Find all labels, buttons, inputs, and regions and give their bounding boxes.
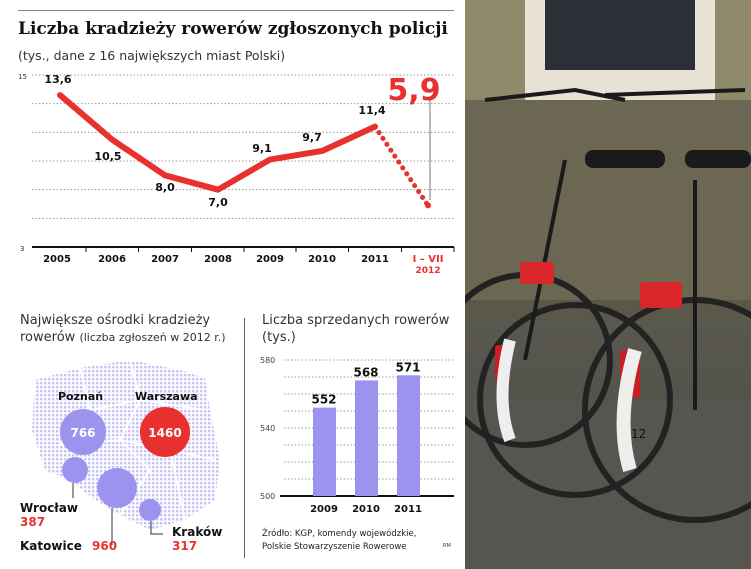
x-tick-label: 2010 (308, 254, 336, 265)
leader-line (150, 521, 163, 535)
data-point (164, 174, 166, 177)
bar-value-label: 552 (311, 393, 336, 407)
x-tick-label: 2010 (352, 504, 380, 515)
bubble-warszawa (140, 407, 190, 457)
data-point (374, 125, 376, 128)
y-tick-label: 580 (260, 356, 275, 365)
bubble-wrocław (62, 457, 88, 483)
data-label: 9,1 (252, 142, 272, 155)
data-label: 8,0 (155, 181, 175, 194)
infographic: Liczba kradzieży rowerów zgłoszonych pol… (18, 10, 455, 558)
x-tick-label: 2007 (151, 254, 179, 265)
data-point (59, 94, 61, 97)
y-tick-label: 15 (18, 73, 27, 81)
data-point (217, 188, 219, 191)
region-border (89, 398, 206, 411)
bubble-value: 1460 (148, 426, 181, 440)
y-tick-label: 3 (20, 245, 24, 253)
data-label: 10,5 (94, 150, 121, 163)
city-value: 317 (172, 539, 197, 553)
bar-value-label: 568 (353, 365, 378, 379)
series-line-dotted (372, 124, 431, 208)
data-point (425, 202, 431, 209)
data-label: 13,6 (44, 73, 71, 86)
city-label: Kraków (172, 525, 222, 539)
series-line (57, 92, 378, 193)
bubble-kraków (139, 499, 161, 521)
data-label: 7,0 (208, 196, 228, 209)
source-note: Źródło: KGP, komendy wojewódzkie, Polskie… (262, 529, 417, 552)
data-point (111, 138, 113, 141)
bike-number-tag: 12 (631, 427, 646, 441)
bubble-poznań (60, 409, 106, 455)
city-label: Katowice (20, 539, 82, 553)
line-chart-subtitle: (tys., dane z 16 największych miast Pols… (18, 48, 286, 63)
bubble-value: 766 (70, 426, 95, 440)
data-label-highlight: 5,9 (387, 73, 440, 108)
city-label: Wrocław (20, 501, 78, 515)
x-tick-label: 2005 (43, 254, 71, 265)
data-label: 11,4 (358, 104, 385, 117)
x-tick-label: 2006 (98, 254, 126, 265)
x-tick-label: 2009 (256, 254, 284, 265)
bubble-katowice (97, 468, 137, 508)
line-chart-title: Liczba kradzieży rowerów zgłoszonych pol… (18, 19, 448, 39)
top-rule (18, 10, 454, 11)
x-tick-label: 2011 (361, 254, 389, 265)
x-tick-label: 2011 (394, 504, 422, 515)
city-value: 387 (20, 515, 45, 529)
x-tick-label: 2009 (310, 504, 338, 515)
bar-chart-title: Liczba sprzedanych rowerów (tys.) (262, 313, 450, 345)
map-title: Największe ośrodki kradzieży rowerów (li… (20, 313, 226, 345)
region-border (169, 449, 186, 521)
bicycles-photo: 12 (465, 0, 751, 569)
data-point (321, 149, 323, 152)
bar-2009 (313, 407, 336, 496)
bar-2010 (355, 380, 378, 496)
x-tick-label: 2012 (415, 266, 440, 276)
city-value: 960 (92, 539, 117, 553)
y-tick-label: 500 (260, 492, 275, 501)
x-tick-label: 2008 (204, 254, 232, 265)
city-label: Warszawa (135, 390, 198, 403)
data-point (269, 158, 271, 161)
y-tick-label: 540 (260, 424, 275, 433)
credit: RM (443, 543, 451, 549)
region-border (118, 359, 151, 471)
line-chart: 15 3 13,6 10,5 8,0 7,0 9,1 9,7 11,45,9 2005 2006 20… (18, 73, 455, 276)
bar-chart: 580 540 500 552 2009 568 2010 571 2011 (260, 356, 454, 515)
bar-value-label: 571 (395, 360, 420, 374)
bar-2011 (397, 375, 420, 496)
data-label: 9,7 (302, 131, 322, 144)
x-tick-label: I – VII (413, 254, 444, 265)
divider (244, 318, 245, 558)
city-label: Poznań (58, 390, 103, 403)
